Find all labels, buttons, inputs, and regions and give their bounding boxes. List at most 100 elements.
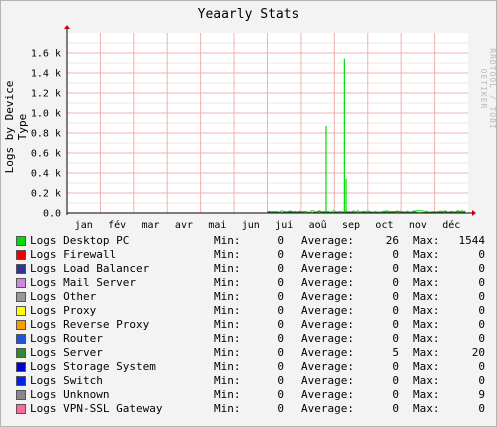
- y-tick-label: 0.6 k: [31, 149, 61, 160]
- x-axis-arrow: [472, 210, 476, 216]
- legend-min-value: 0: [277, 276, 284, 289]
- legend-max-label: Max:: [413, 290, 440, 303]
- legend-avg-value: 5: [392, 346, 399, 359]
- legend-avg-label: Average:: [301, 248, 354, 261]
- legend-max-label: Max:: [413, 262, 440, 275]
- legend-avg-value: 0: [392, 402, 399, 415]
- legend-max-value: 0: [478, 248, 485, 261]
- legend-avg-value: 0: [392, 332, 399, 345]
- legend-series-name: Logs Firewall: [30, 248, 117, 261]
- legend-min-label: Min:: [214, 374, 241, 387]
- x-tick-label: jan: [75, 220, 93, 231]
- legend-series-name: Logs VPN-SSL Gateway: [30, 402, 163, 415]
- legend-min-label: Min:: [214, 262, 241, 275]
- x-tick-label: avr: [175, 220, 193, 231]
- y-tick-label: 1.2 k: [31, 89, 61, 100]
- x-tick-label: aoû: [309, 219, 327, 231]
- legend-min-value: 0: [277, 346, 284, 359]
- legend-min-label: Min:: [214, 234, 241, 247]
- legend-avg-value: 0: [392, 276, 399, 289]
- x-tick-label: fév: [108, 219, 126, 231]
- legend-avg-value: 0: [392, 248, 399, 261]
- legend-series-name: Logs Load Balancer: [30, 262, 150, 275]
- legend-min-value: 0: [277, 304, 284, 317]
- legend-min-value: 0: [277, 402, 284, 415]
- legend-swatch: [16, 278, 26, 288]
- legend-swatch: [16, 236, 26, 246]
- chart-title: Yeaarly Stats: [197, 7, 300, 22]
- legend-min-value: 0: [277, 262, 284, 275]
- legend-avg-label: Average:: [301, 360, 354, 373]
- y-tick-labels: 0.0 0.2 k 0.4 k 0.6 k 0.8 k 1.0 k 1.2 k 1.4 k 1.…: [31, 49, 61, 220]
- legend-avg-label: Average:: [301, 402, 354, 415]
- legend-min-value: 0: [277, 290, 284, 303]
- x-tick-label: nov: [409, 220, 427, 231]
- legend-series-name: Logs Desktop PC: [30, 234, 130, 247]
- legend-max-value: 0: [478, 290, 485, 303]
- legend-min-label: Min:: [214, 332, 241, 345]
- legend-swatch: [16, 348, 26, 358]
- legend-series-name: Logs Mail Server: [30, 276, 136, 289]
- x-tick-label: jui: [275, 220, 293, 231]
- y-tick-label: 1.0 k: [31, 109, 61, 120]
- y-tick-label: 0.4 k: [31, 169, 61, 180]
- legend-swatch: [16, 292, 26, 302]
- axes: [64, 25, 476, 216]
- x-tick-label: jun: [242, 220, 260, 231]
- legend-min-value: 0: [277, 318, 284, 331]
- y-tick-label: 0.2 k: [31, 189, 61, 200]
- legend-max-label: Max:: [413, 276, 440, 289]
- legend-swatch: [16, 404, 26, 414]
- legend-series-name: Logs Proxy: [30, 304, 97, 317]
- y-tick-label: 1.6 k: [31, 49, 61, 60]
- legend-min-value: 0: [277, 248, 284, 261]
- legend-max-label: Max:: [413, 248, 440, 261]
- y-tick-label: 0.0: [43, 209, 61, 220]
- legend-max-value: 1544: [458, 234, 486, 247]
- legend-avg-label: Average:: [301, 276, 354, 289]
- legend-max-label: Max:: [413, 332, 440, 345]
- legend-avg-label: Average:: [301, 318, 354, 331]
- legend-swatch: [16, 306, 26, 316]
- legend-min-value: 0: [277, 360, 284, 373]
- legend-max-label: Max:: [413, 388, 440, 401]
- legend-series-name: Logs Switch: [30, 374, 103, 387]
- legend-max-value: 0: [478, 332, 485, 345]
- legend-max-value: 0: [478, 304, 485, 317]
- legend-max-value: 0: [478, 402, 485, 415]
- y-axis-arrow: [64, 25, 70, 29]
- legend-avg-label: Average:: [301, 290, 354, 303]
- legend-series-name: Logs Other: [30, 290, 97, 303]
- legend-swatch: [16, 376, 26, 386]
- legend-min-label: Min:: [214, 276, 241, 289]
- legend-avg-label: Average:: [301, 346, 354, 359]
- legend-min-label: Min:: [214, 248, 241, 261]
- legend-avg-value: 0: [392, 388, 399, 401]
- x-tick-label: oct: [375, 220, 393, 231]
- legend-min-label: Min:: [214, 388, 241, 401]
- legend-swatch: [16, 264, 26, 274]
- grid-lines: [67, 33, 468, 213]
- legend-swatch: [16, 362, 26, 372]
- legend-avg-value: 0: [392, 262, 399, 275]
- legend-avg-value: 0: [392, 304, 399, 317]
- legend-series-name: Logs Server: [30, 346, 103, 359]
- legend-series-name: Logs Router: [30, 332, 103, 345]
- legend-max-value: 0: [478, 318, 485, 331]
- legend-max-value: 0: [478, 374, 485, 387]
- legend-series-name: Logs Reverse Proxy: [30, 318, 150, 331]
- legend-max-value: 0: [478, 360, 485, 373]
- legend-min-value: 0: [277, 374, 284, 387]
- legend-max-label: Max:: [413, 402, 440, 415]
- legend-avg-value: 0: [392, 318, 399, 331]
- x-tick-label: déc: [442, 219, 460, 231]
- legend-swatch: [16, 320, 26, 330]
- legend-max-label: Max:: [413, 360, 440, 373]
- legend-avg-label: Average:: [301, 234, 354, 247]
- legend-min-label: Min:: [214, 304, 241, 317]
- legend-avg-value: 0: [392, 290, 399, 303]
- legend-min-label: Min:: [214, 360, 241, 373]
- legend-series-name: Logs Storage System: [30, 360, 156, 373]
- legend-min-value: 0: [277, 234, 284, 247]
